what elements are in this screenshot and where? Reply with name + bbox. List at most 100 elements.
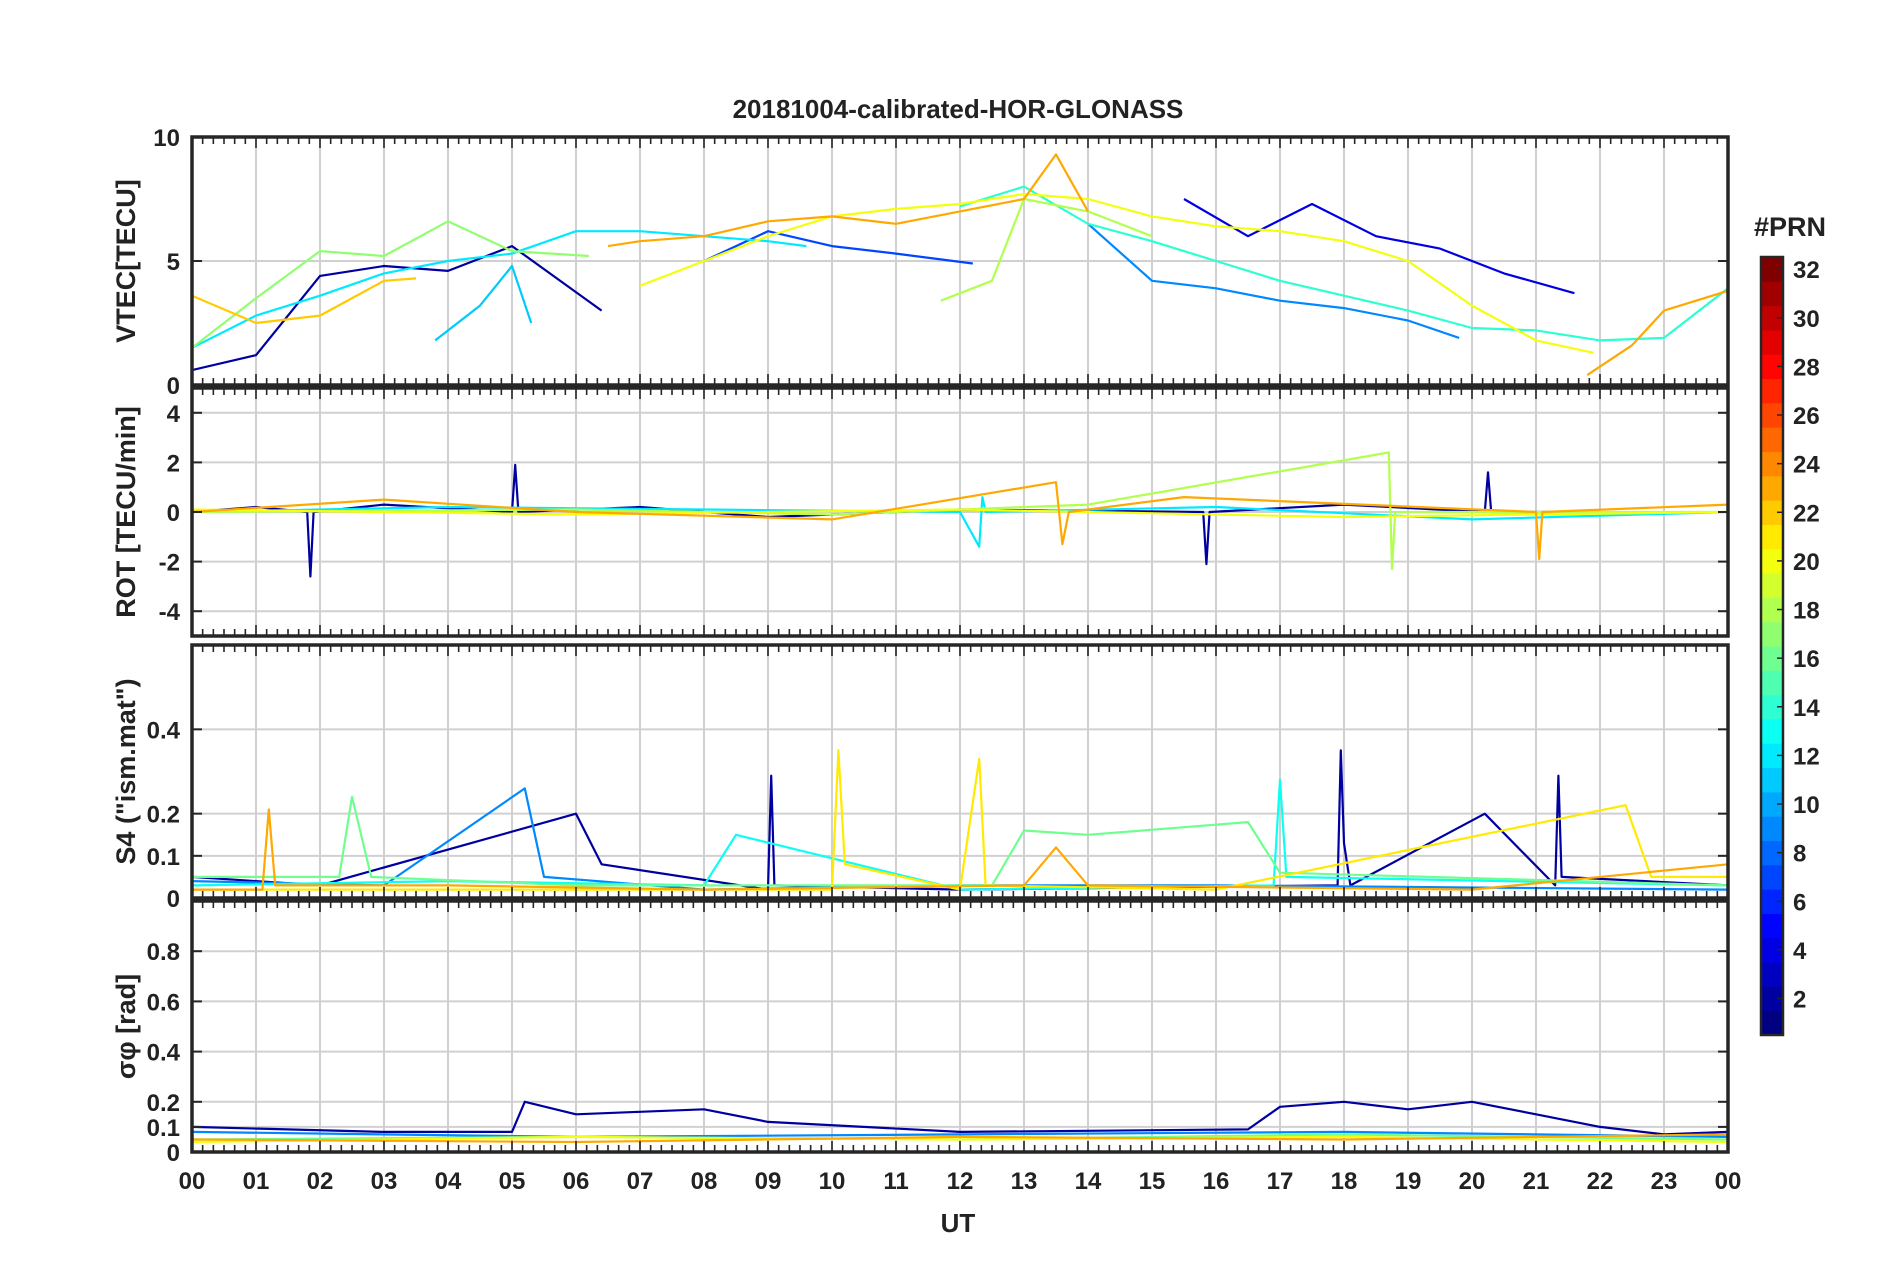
y-axis-label: ROT [TECU/min] bbox=[111, 406, 141, 617]
y-tick-label: 0.2 bbox=[147, 1090, 180, 1117]
colorbar-tick-label: 4 bbox=[1793, 938, 1807, 965]
y-axis-label: σφ [rad] bbox=[111, 974, 141, 1079]
x-tick-label: 05 bbox=[499, 1168, 526, 1195]
colorbar-swatch bbox=[1761, 475, 1783, 501]
series-line-prn-18 bbox=[192, 451, 1728, 571]
colorbar-frame bbox=[1759, 255, 1785, 1037]
y-tick-label: 2 bbox=[167, 450, 180, 477]
x-tick-label: 03 bbox=[371, 1168, 398, 1195]
colorbar-swatch bbox=[1761, 889, 1783, 914]
series-line-prn-4 bbox=[1183, 198, 1575, 295]
colorbar-swatch bbox=[1761, 451, 1783, 477]
colorbar-swatch bbox=[1761, 718, 1783, 744]
colorbar-label: #PRN bbox=[1754, 212, 1826, 242]
x-tick-label: 21 bbox=[1523, 1168, 1550, 1195]
x-tick-label: 13 bbox=[1011, 1168, 1038, 1195]
colorbar-swatch bbox=[1761, 791, 1783, 817]
colorbar-tick-label: 22 bbox=[1793, 500, 1820, 527]
x-tick-label: 14 bbox=[1075, 1168, 1102, 1195]
y-tick-label: 0.6 bbox=[147, 989, 180, 1016]
colorbar-swatch bbox=[1761, 524, 1783, 550]
colorbar-tick-label: 8 bbox=[1793, 841, 1806, 868]
y-tick-label: 0.1 bbox=[147, 844, 180, 871]
x-tick-label: 09 bbox=[755, 1168, 782, 1195]
x-tick-label: 08 bbox=[691, 1168, 718, 1195]
colorbar-tick-label: 20 bbox=[1793, 549, 1820, 576]
colorbar-swatch bbox=[1761, 694, 1783, 720]
colorbar-swatch bbox=[1761, 1010, 1783, 1036]
series-line-prn-12 bbox=[192, 230, 807, 349]
colorbar-swatch bbox=[1761, 500, 1783, 525]
colorbar-swatch bbox=[1761, 597, 1783, 623]
x-tick-label: 12 bbox=[947, 1168, 974, 1195]
colorbar-swatch bbox=[1761, 840, 1783, 866]
series-line-prn-23 bbox=[1586, 289, 1728, 377]
y-tick-label: 5 bbox=[167, 249, 180, 276]
colorbar-swatch bbox=[1761, 354, 1783, 380]
colorbar-tick-label: 2 bbox=[1793, 987, 1806, 1014]
colorbar-tick-label: 12 bbox=[1793, 743, 1820, 770]
colorbar-swatch bbox=[1761, 305, 1783, 331]
colorbar-swatch bbox=[1761, 937, 1783, 963]
y-tick-label: 0.4 bbox=[147, 717, 181, 744]
panel-vtec: 0 5 10 VTEC[TECU] bbox=[111, 125, 1730, 400]
x-tick-label: 00 bbox=[1715, 1168, 1742, 1195]
y-tick-label: 0.4 bbox=[147, 1040, 181, 1067]
colorbar-tick-label: 10 bbox=[1793, 792, 1820, 819]
y-tick-label: 0 bbox=[167, 1140, 180, 1167]
series-line-prn-23 bbox=[607, 153, 1089, 248]
y-tick-label: -2 bbox=[159, 550, 180, 577]
series-line-prn-20 bbox=[639, 192, 1594, 354]
series-line-prn-2 bbox=[192, 1100, 1728, 1136]
colorbar-tick-label: 18 bbox=[1793, 598, 1820, 625]
colorbar-swatch bbox=[1761, 548, 1783, 574]
x-axis-label: UT bbox=[941, 1208, 976, 1238]
series-line-prn-23 bbox=[192, 481, 1728, 561]
colorbar-tick-label: 26 bbox=[1793, 403, 1820, 430]
x-tick-label: 23 bbox=[1651, 1168, 1678, 1195]
x-tick-label: 06 bbox=[563, 1168, 590, 1195]
colorbar-tick-label: 16 bbox=[1793, 646, 1820, 673]
panel-s4: 0 0.1 0.2 0.4S4 ("ism.mat") bbox=[111, 643, 1730, 913]
panel-rot: -4 -2 0 2 4 ROT [TECU/min] bbox=[111, 386, 1730, 638]
x-tick-label: 15 bbox=[1139, 1168, 1166, 1195]
x-tick-label: 18 bbox=[1331, 1168, 1358, 1195]
series-line-prn-9 bbox=[1087, 222, 1460, 339]
colorbar-tick-label: 24 bbox=[1793, 452, 1820, 479]
colorbar-swatch bbox=[1761, 329, 1783, 355]
colorbar-swatch bbox=[1761, 816, 1783, 841]
series-line-prn-11 bbox=[434, 264, 533, 342]
x-tick-label: 19 bbox=[1395, 1168, 1422, 1195]
series-line-prn-12 bbox=[192, 496, 1728, 548]
series-line-prn-2 bbox=[192, 245, 603, 372]
y-axis-label: VTEC[TECU] bbox=[111, 179, 141, 343]
colorbar-swatch bbox=[1761, 378, 1783, 404]
x-tick-label: 02 bbox=[307, 1168, 334, 1195]
y-tick-label: 10 bbox=[153, 125, 180, 152]
colorbar-swatch bbox=[1761, 670, 1783, 696]
colorbar-swatch bbox=[1761, 743, 1783, 769]
x-tick-label: 00 bbox=[179, 1168, 206, 1195]
colorbar-swatch bbox=[1761, 646, 1783, 671]
colorbar-swatch bbox=[1761, 573, 1783, 598]
x-tick-label: 20 bbox=[1459, 1168, 1486, 1195]
x-tick-label: 04 bbox=[435, 1168, 462, 1195]
series-line-prn-14 bbox=[959, 185, 1728, 342]
series-line-prn-17 bbox=[192, 220, 589, 349]
x-tick-label: 17 bbox=[1267, 1168, 1294, 1195]
colorbar-tick-label: 6 bbox=[1793, 889, 1806, 916]
series-line-prn-20 bbox=[192, 508, 1728, 519]
y-tick-label: 0 bbox=[167, 886, 180, 913]
x-tick-label: 01 bbox=[243, 1168, 270, 1195]
x-tick-label: 07 bbox=[627, 1168, 654, 1195]
figure-title: 20181004-calibrated-HOR-GLONASS bbox=[733, 94, 1184, 124]
colorbar-swatch bbox=[1761, 427, 1783, 452]
y-tick-label: 0 bbox=[167, 500, 180, 527]
y-tick-label: 0.1 bbox=[147, 1115, 180, 1142]
x-tick-label: 11 bbox=[883, 1168, 908, 1195]
colorbar-swatch bbox=[1761, 621, 1783, 647]
y-tick-label: 0.2 bbox=[147, 802, 180, 829]
